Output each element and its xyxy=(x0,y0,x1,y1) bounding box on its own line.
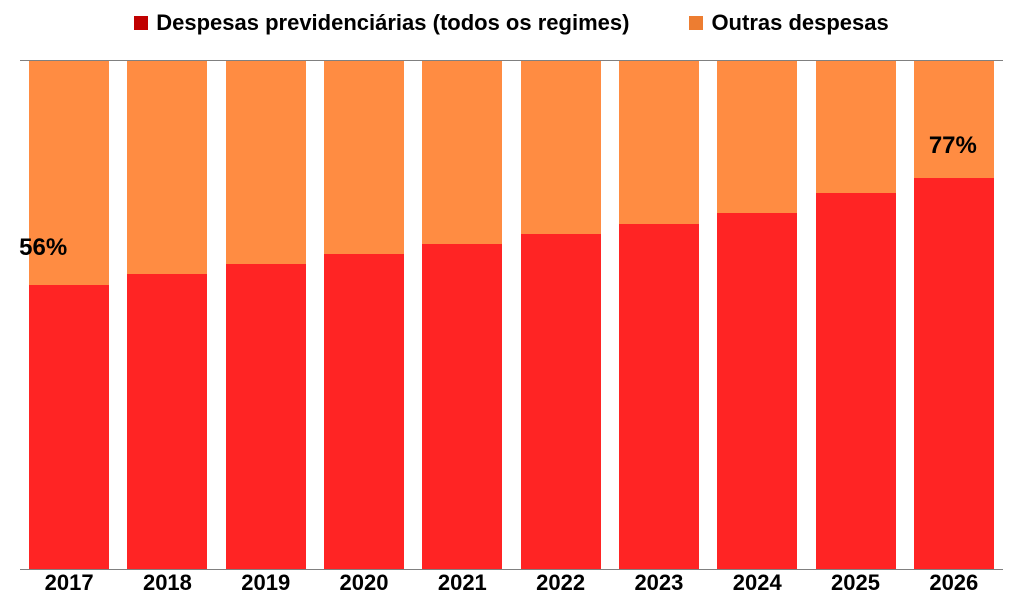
bar-segment-series1 xyxy=(422,244,502,569)
bar-segment-series2 xyxy=(127,61,207,274)
x-axis-tick: 2019 xyxy=(226,570,306,596)
bar-group xyxy=(226,61,306,569)
bar-segment-series2 xyxy=(521,61,601,234)
x-axis-tick: 2026 xyxy=(914,570,994,596)
x-axis-tick: 2022 xyxy=(521,570,601,596)
bar-segment-series1 xyxy=(29,285,109,569)
bar-group xyxy=(422,61,502,569)
bar-group: 77% xyxy=(914,61,994,569)
bar-data-label: 77% xyxy=(929,132,977,160)
bar-segment-series2 xyxy=(324,61,404,254)
bar-segment-series2 xyxy=(914,61,994,178)
bar-segment-series1 xyxy=(717,213,797,569)
x-axis-tick: 2017 xyxy=(29,570,109,596)
legend-label-series2: Outras despesas xyxy=(711,10,888,36)
bar-group xyxy=(816,61,896,569)
legend-item-series1: Despesas previdenciárias (todos os regim… xyxy=(134,10,629,36)
bar-segment-series1 xyxy=(619,224,699,569)
chart-container: Despesas previdenciárias (todos os regim… xyxy=(0,0,1023,611)
bar-group xyxy=(521,61,601,569)
x-axis-tick: 2023 xyxy=(619,570,699,596)
bars-wrapper: 56% 77% xyxy=(20,61,1003,569)
bar-segment-series1 xyxy=(127,274,207,569)
x-axis: 2017 2018 2019 2020 2021 2022 2023 2024 2025 2026 xyxy=(20,570,1003,596)
bar-segment-series1 xyxy=(914,178,994,569)
bar-segment-series1 xyxy=(521,234,601,569)
chart-legend: Despesas previdenciárias (todos os regim… xyxy=(0,10,1023,36)
bar-segment-series2 xyxy=(717,61,797,213)
x-axis-tick: 2025 xyxy=(816,570,896,596)
bar-group: 56% xyxy=(29,61,109,569)
bar-segment-series1 xyxy=(816,193,896,569)
bar-segment-series2 xyxy=(226,61,306,264)
legend-item-series2: Outras despesas xyxy=(689,10,888,36)
bar-segment-series2 xyxy=(422,61,502,244)
bar-segment-series2 xyxy=(816,61,896,193)
bar-group xyxy=(717,61,797,569)
bar-segment-series2 xyxy=(619,61,699,224)
plot-area: 56% 77% xyxy=(20,60,1003,570)
bar-segment-series1 xyxy=(226,264,306,569)
legend-label-series1: Despesas previdenciárias (todos os regim… xyxy=(156,10,629,36)
x-axis-tick: 2021 xyxy=(422,570,502,596)
bar-segment-series1 xyxy=(324,254,404,569)
x-axis-tick: 2024 xyxy=(717,570,797,596)
bar-group xyxy=(619,61,699,569)
legend-marker-series2 xyxy=(689,16,703,30)
x-axis-tick: 2020 xyxy=(324,570,404,596)
x-axis-tick: 2018 xyxy=(127,570,207,596)
bar-data-label: 56% xyxy=(19,234,67,262)
bar-group xyxy=(324,61,404,569)
legend-marker-series1 xyxy=(134,16,148,30)
bar-group xyxy=(127,61,207,569)
